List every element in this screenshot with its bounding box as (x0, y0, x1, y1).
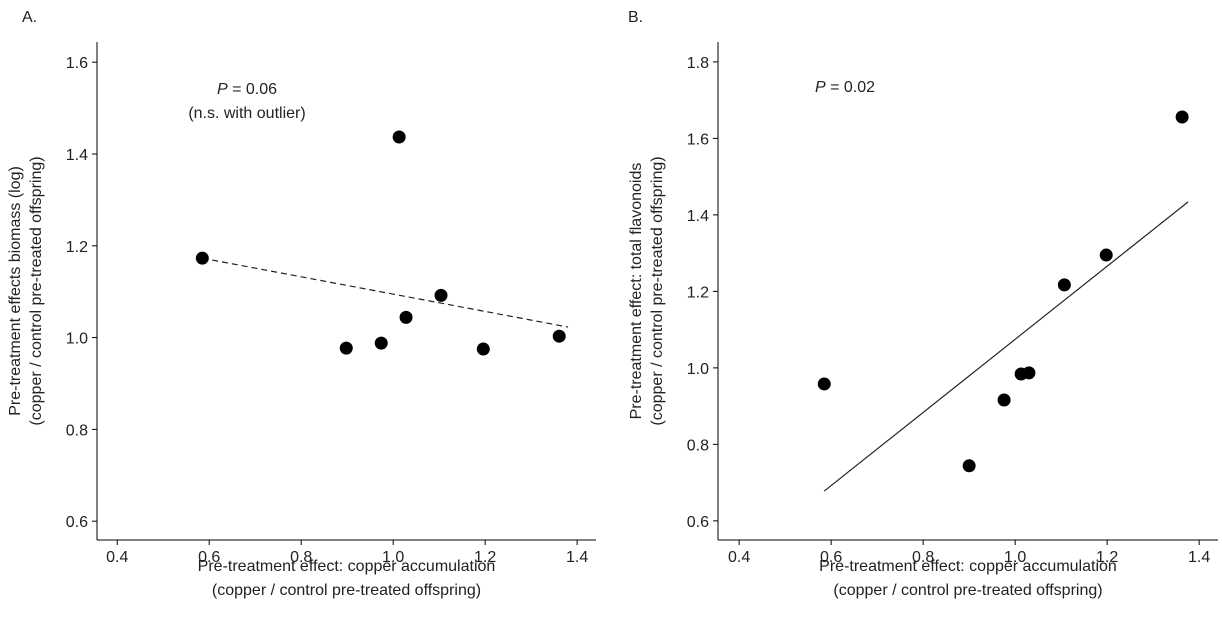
data-point (1022, 366, 1036, 380)
data-point (552, 329, 566, 343)
y-tick-label: 1.6 (687, 131, 709, 148)
x-tick-label: 1.0 (382, 549, 404, 566)
x-tick-label: 1.2 (474, 549, 496, 566)
annotation: P = 0.06 (217, 81, 277, 98)
x-tick-label: 0.6 (198, 549, 220, 566)
annotation-text: (n.s. with outlier) (188, 105, 305, 122)
x-tick-label: 0.8 (290, 549, 312, 566)
annotation-text: = 0.06 (228, 81, 277, 98)
data-point (476, 342, 490, 356)
x-axis-title: Pre-treatment effect: copper accumulatio… (198, 558, 496, 575)
y-tick-label: 0.6 (66, 514, 88, 531)
y-axis-title: Pre-treatment effect: total flavonoids (628, 163, 645, 420)
x-tick-label: 1.2 (1096, 549, 1118, 566)
x-axis-title: (copper / control pre-treated offspring) (833, 582, 1102, 599)
y-tick-label: 1.0 (66, 331, 88, 348)
data-point (339, 341, 353, 355)
x-tick-label: 0.4 (106, 549, 128, 566)
annotation-italic: P (217, 81, 228, 98)
x-tick-label: 1.4 (566, 549, 588, 566)
y-tick-label: 0.8 (66, 422, 88, 439)
data-point (962, 459, 976, 473)
y-tick-label: 0.8 (687, 437, 709, 454)
data-point (374, 336, 388, 350)
x-axis-title: Pre-treatment effect: copper accumulatio… (819, 558, 1117, 575)
y-tick-label: 1.4 (66, 147, 88, 164)
fit-line (823, 201, 1189, 492)
data-point (1099, 248, 1113, 262)
y-tick-label: 1.2 (687, 284, 709, 301)
data-point (195, 251, 209, 265)
data-point (434, 288, 448, 302)
x-tick-label: 0.6 (820, 549, 842, 566)
x-tick-label: 1.0 (1004, 549, 1026, 566)
y-tick-label: 1.2 (66, 239, 88, 256)
annotation: P = 0.02 (815, 79, 875, 96)
annotation-italic: P (815, 79, 826, 96)
data-point (997, 393, 1011, 407)
y-tick-label: 1.0 (687, 361, 709, 378)
x-tick-label: 0.4 (728, 549, 750, 566)
y-axis-title: (copper / control pre-treated offspring) (649, 156, 666, 425)
y-tick-label: 0.6 (687, 514, 709, 531)
panel-label: B. (628, 9, 643, 26)
x-axis-title: (copper / control pre-treated offspring) (212, 582, 481, 599)
x-tick-label: 1.4 (1188, 549, 1210, 566)
panel-label: A. (22, 9, 37, 26)
annotation-text: = 0.02 (826, 79, 875, 96)
fit-line (202, 257, 569, 328)
y-tick-label: 1.4 (687, 208, 709, 225)
data-point (817, 377, 831, 391)
annotation: (n.s. with outlier) (188, 105, 305, 122)
y-tick-label: 1.6 (66, 55, 88, 72)
data-point (1057, 278, 1071, 292)
data-point (399, 310, 413, 324)
y-axis-title: Pre-treatment effects biomass (log) (7, 166, 24, 416)
y-axis-title: (copper / control pre-treated offspring) (28, 156, 45, 425)
y-tick-label: 1.8 (687, 55, 709, 72)
x-tick-label: 0.8 (912, 549, 934, 566)
data-point (1175, 110, 1189, 124)
data-point (392, 130, 406, 144)
